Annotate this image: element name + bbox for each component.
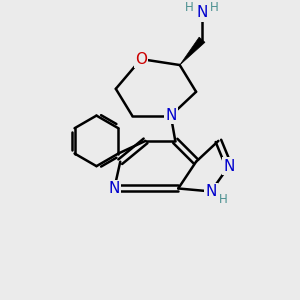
Polygon shape (180, 37, 205, 65)
Text: H: H (210, 1, 219, 14)
Text: N: N (205, 184, 217, 199)
Text: N: N (196, 5, 208, 20)
Text: H: H (219, 193, 228, 206)
Text: N: N (223, 159, 235, 174)
Text: N: N (165, 108, 176, 123)
Text: N: N (109, 181, 120, 196)
Text: H: H (185, 1, 194, 14)
Text: O: O (135, 52, 147, 67)
